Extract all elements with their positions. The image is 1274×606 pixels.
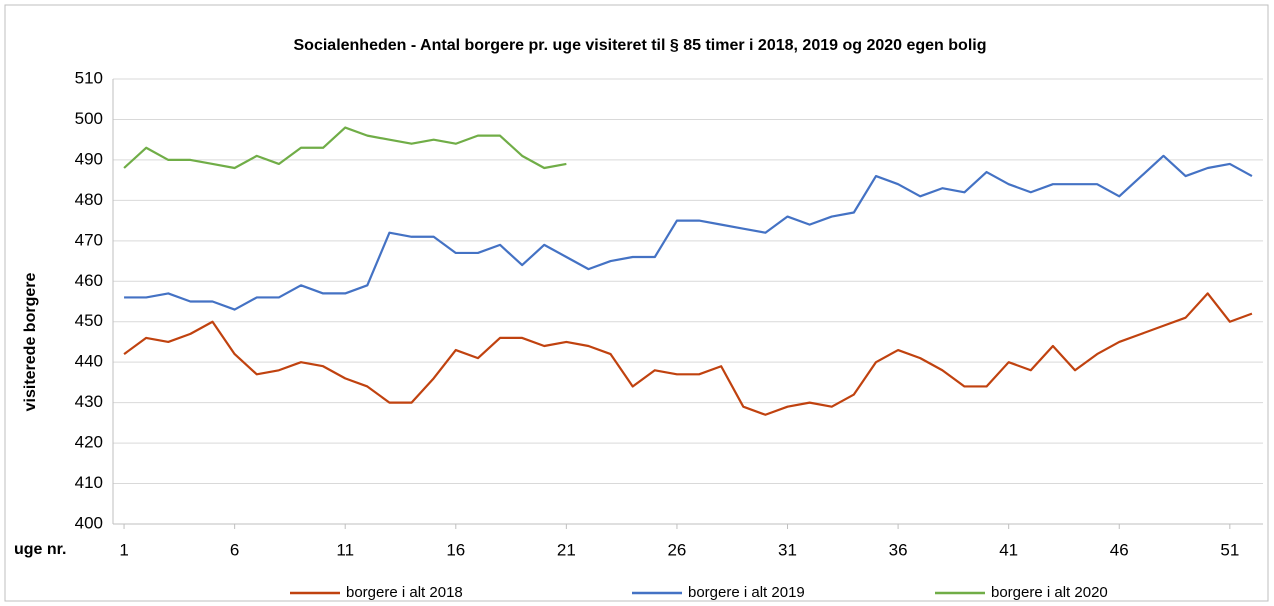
- x-tick-label: 41: [999, 540, 1018, 559]
- y-tick-label: 470: [75, 230, 103, 249]
- x-tick-label: 11: [336, 540, 354, 559]
- chart-title: Socialenheden - Antal borgere pr. uge vi…: [294, 37, 987, 54]
- x-tick-label: 46: [1110, 540, 1129, 559]
- y-tick-label: 440: [75, 352, 103, 371]
- x-axis-title: uge nr.: [14, 541, 66, 558]
- y-tick-label: 490: [75, 149, 103, 168]
- legend-label: borgere i alt 2020: [991, 584, 1108, 601]
- y-tick-label: 400: [75, 513, 103, 532]
- y-tick-label: 450: [75, 311, 103, 330]
- y-tick-label: 410: [75, 473, 103, 492]
- series-line: [124, 154, 1253, 311]
- legend-label: borgere i alt 2018: [346, 584, 463, 601]
- x-tick-label: 1: [119, 540, 128, 559]
- y-tick-label: 460: [75, 271, 103, 290]
- y-tick-label: 430: [75, 392, 103, 411]
- y-tick-label: 420: [75, 433, 103, 452]
- y-axis-title: visiterede borgere: [22, 273, 39, 412]
- x-tick-label: 31: [778, 540, 797, 559]
- series-line: [123, 126, 567, 170]
- legend-label: borgere i alt 2019: [688, 584, 805, 601]
- x-tick-label: 6: [230, 540, 239, 559]
- x-tick-label: 26: [667, 540, 686, 559]
- x-tick-label: 36: [889, 540, 908, 559]
- series-line: [123, 292, 1253, 416]
- y-tick-label: 480: [75, 190, 103, 209]
- x-tick-label: 51: [1220, 540, 1239, 559]
- y-tick-label: 500: [75, 109, 103, 128]
- y-tick-label: 510: [75, 68, 103, 87]
- x-tick-label: 16: [446, 540, 465, 559]
- chart-border: [4, 4, 1269, 602]
- x-tick-label: 21: [557, 540, 576, 559]
